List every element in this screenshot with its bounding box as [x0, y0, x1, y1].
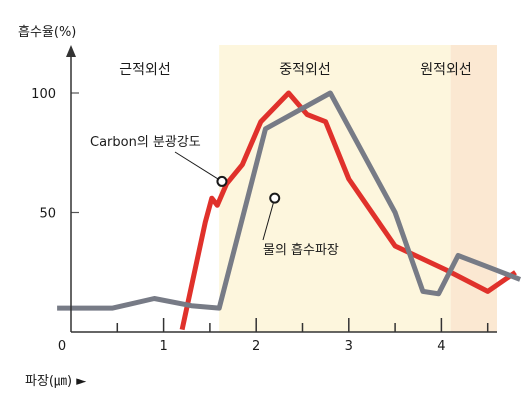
- region-band-0: [71, 45, 220, 332]
- y-tick-label-0: 50: [39, 207, 56, 222]
- series-line-1: [57, 90, 522, 311]
- annotation-leader-1: [262, 198, 276, 241]
- series-layer: [57, 90, 522, 331]
- annotation-marker-1: [269, 192, 281, 204]
- annotation-marker-0: [216, 175, 228, 187]
- region-label-1: 중적외선: [279, 62, 331, 78]
- annotation-leader-0: [174, 151, 223, 182]
- region-band-1: [219, 45, 451, 332]
- x-tick-label-4: 4: [437, 339, 445, 354]
- y-axis-title: 흡수율(%): [18, 25, 76, 40]
- y-tick-label-1: 100: [31, 87, 56, 102]
- chart-labels: 01234550100흡수율(%)파장(㎛) ►근적외선중적외선원적외선Carb…: [18, 25, 472, 389]
- x-tick-label-1: 1: [159, 339, 167, 354]
- annotation-label-1: 물의 흡수파장: [263, 243, 339, 258]
- annotation-label-0: Carbon의 분광강도: [90, 135, 201, 150]
- region-label-2: 원적외선: [420, 62, 472, 78]
- axes: [66, 45, 497, 333]
- region-label-0: 근적외선: [119, 62, 171, 78]
- x-tick-label-0: 0: [58, 339, 66, 354]
- region-bands: [71, 45, 497, 332]
- x-axis-title: 파장(㎛) ►: [25, 374, 86, 389]
- x-tick-label-2: 2: [252, 339, 260, 354]
- y-axis-arrow: [66, 45, 76, 57]
- x-tick-label-3: 3: [345, 339, 353, 354]
- series-line-0: [179, 90, 517, 331]
